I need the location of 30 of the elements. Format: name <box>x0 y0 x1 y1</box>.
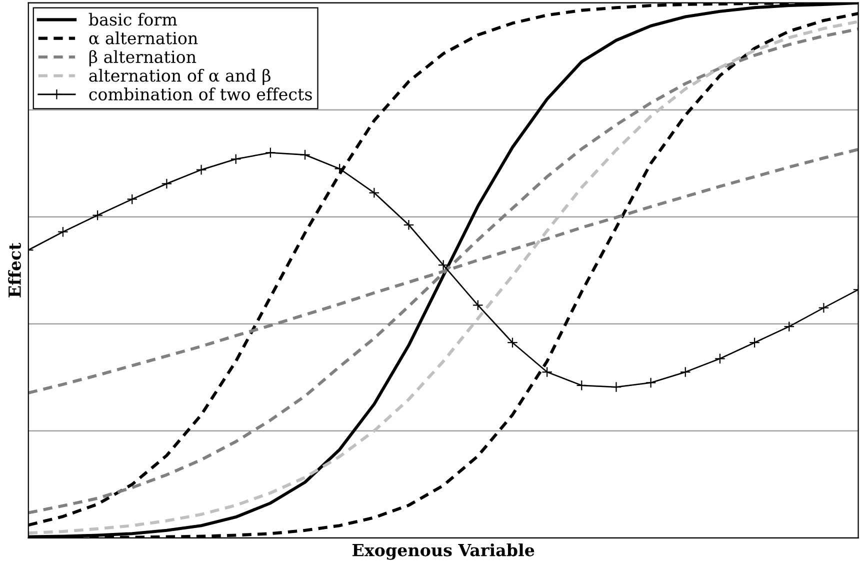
point <box>230 154 242 164</box>
point <box>576 380 588 391</box>
point <box>403 219 414 230</box>
y-axis-title: Effect <box>8 242 21 298</box>
point <box>300 149 310 160</box>
point <box>472 300 484 311</box>
point <box>438 260 449 270</box>
x-axis-title: Exogenous Variable <box>352 543 534 560</box>
point <box>126 194 138 205</box>
point <box>265 147 276 158</box>
legend-label: alternation of α and β <box>89 68 270 86</box>
point <box>645 377 656 388</box>
point <box>818 302 830 314</box>
point <box>749 337 760 348</box>
legend-label: basic form <box>88 12 178 26</box>
point <box>161 178 172 190</box>
point <box>680 366 691 378</box>
point <box>784 321 795 332</box>
point <box>542 366 552 378</box>
legend-label: combination of two effects <box>89 88 312 100</box>
point <box>58 226 68 238</box>
point <box>507 337 518 348</box>
point <box>334 163 346 174</box>
point <box>368 187 380 198</box>
legend-label: α alternation <box>89 31 198 44</box>
point <box>714 353 726 364</box>
point <box>92 210 103 221</box>
point <box>196 164 207 176</box>
point <box>610 382 622 392</box>
legend-label: β alternation <box>89 50 196 66</box>
